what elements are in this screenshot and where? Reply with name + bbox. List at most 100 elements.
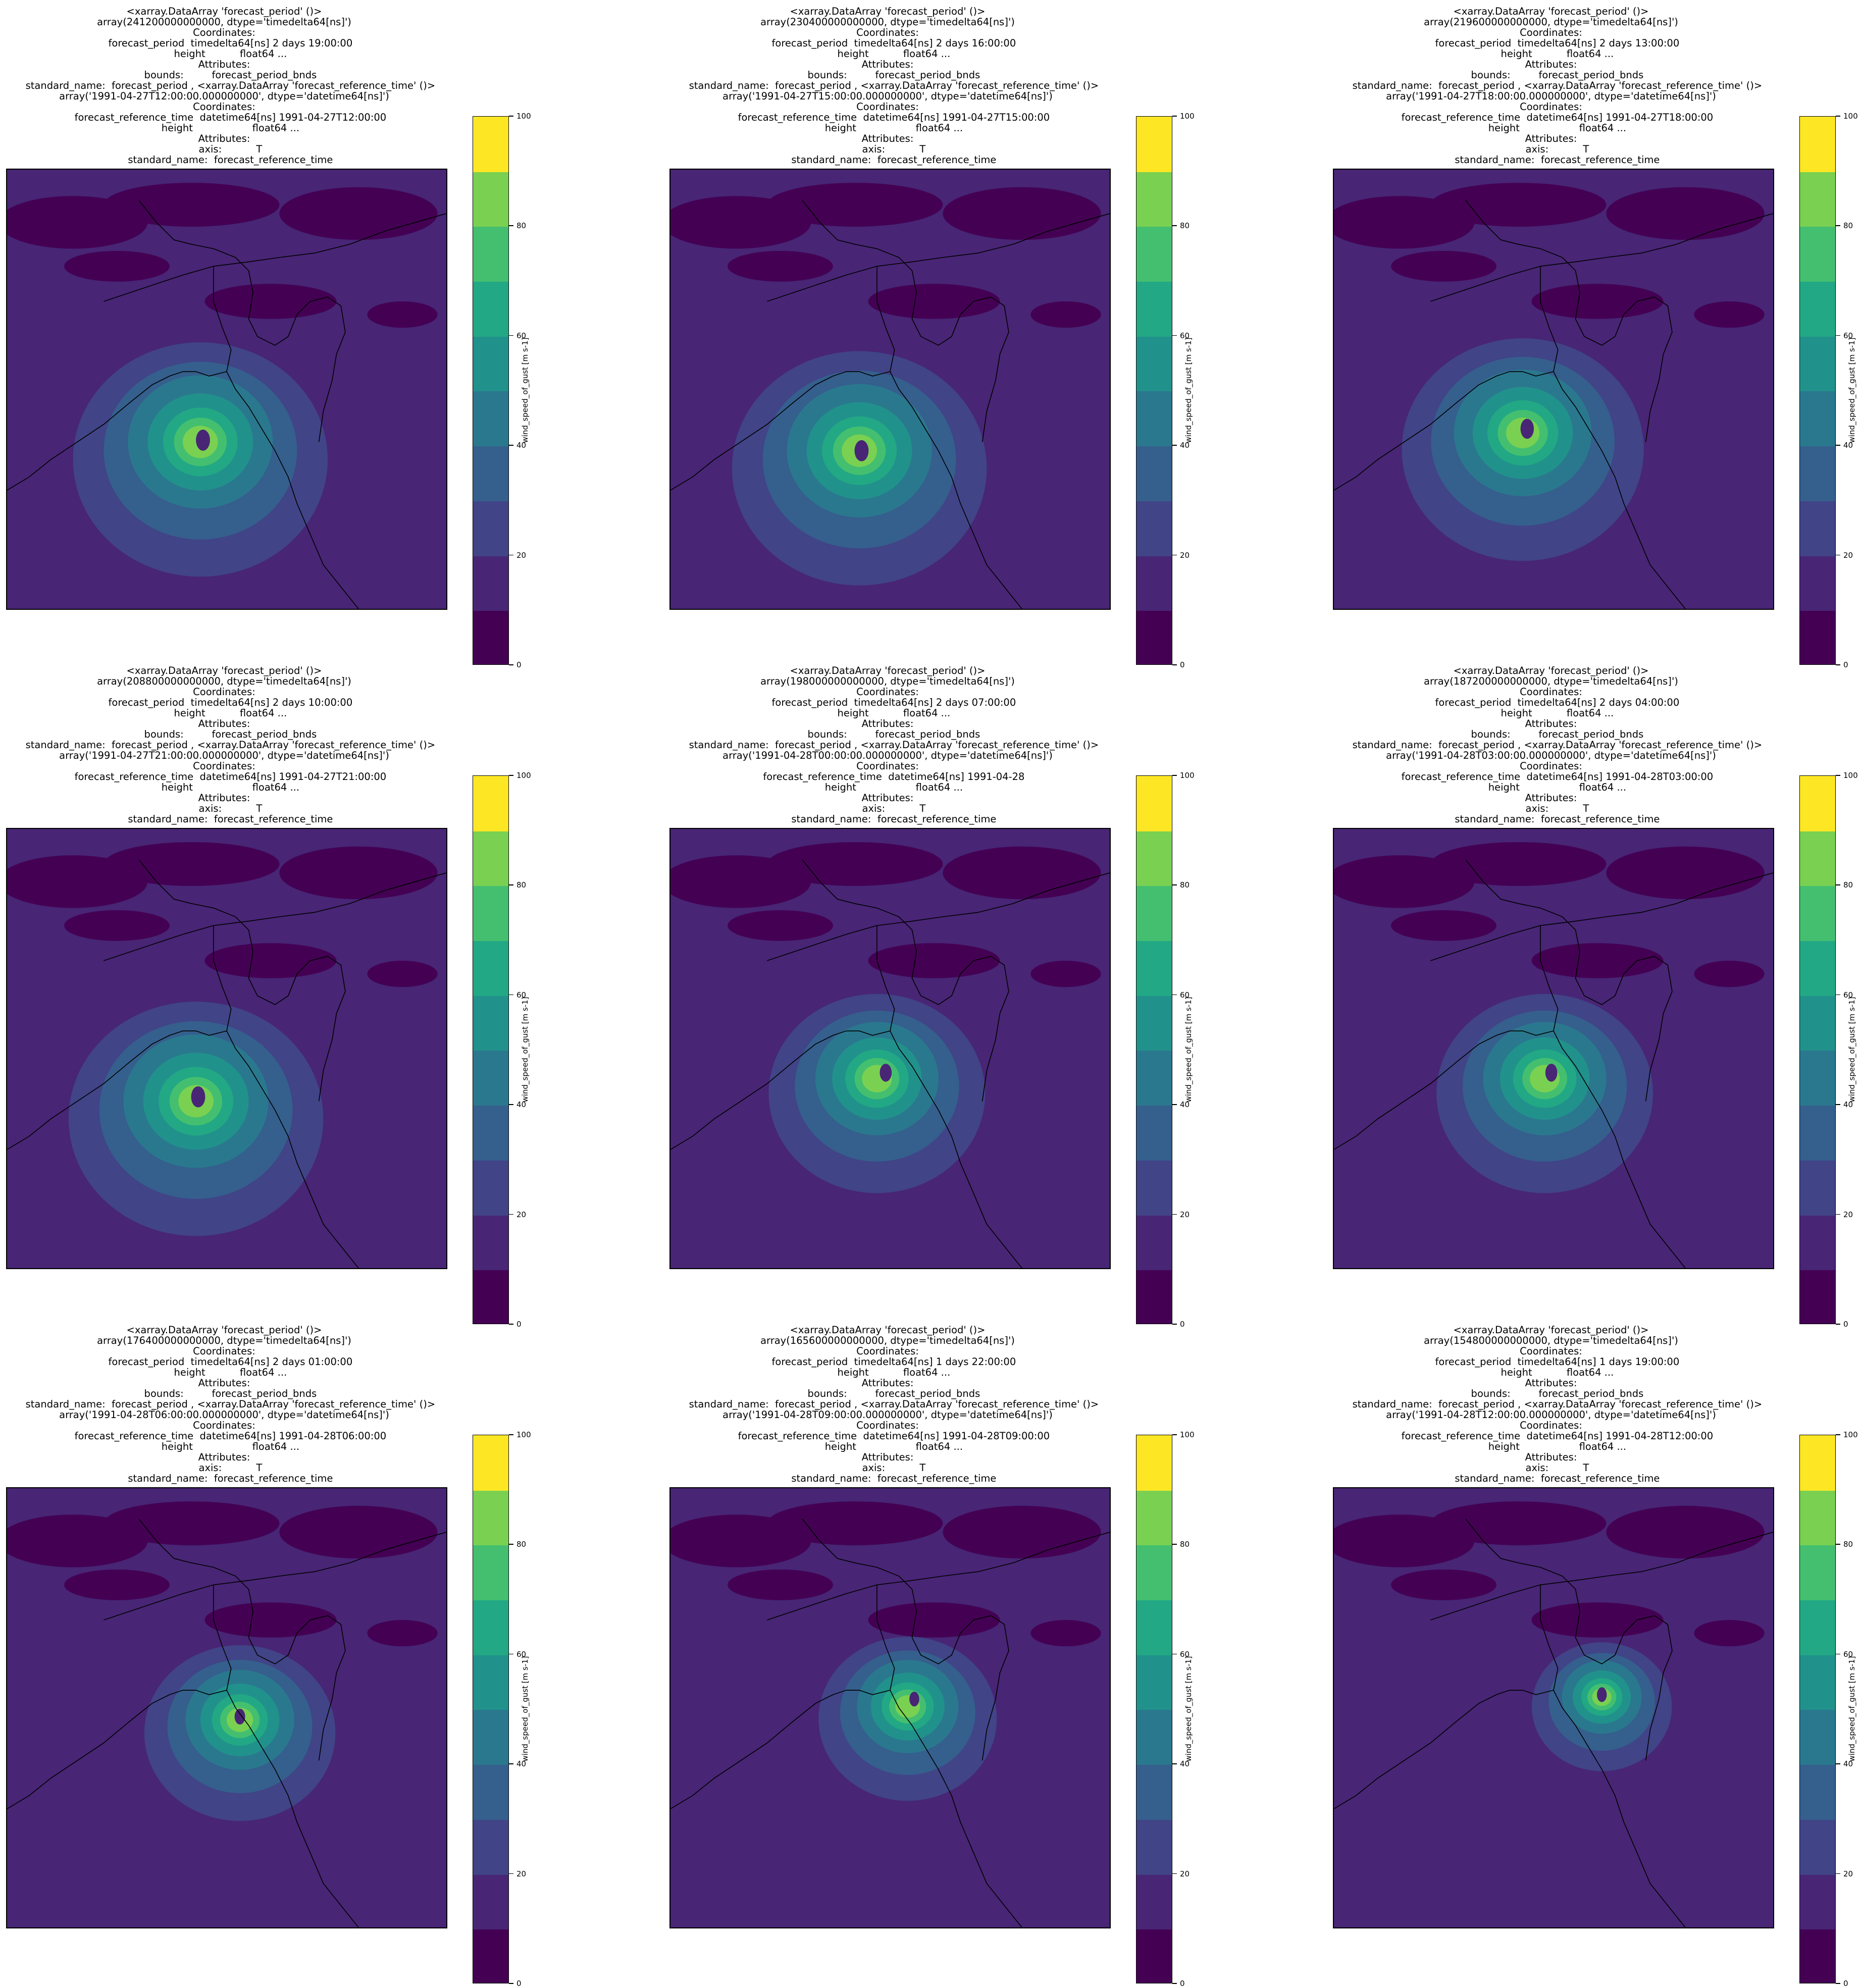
title-line: forecast_period timedelta64[ns] 1 days 1… [1422,1356,1680,1368]
title-line: standard_name: forecast_reference_time [115,154,333,166]
colorbar-band [1800,446,1835,501]
calm-region [204,284,337,319]
subplot-panel: <xarray.DataArray 'forecast_period' ()> a… [1329,6,1861,669]
title-line: array(208800000000000, dtype='timedelta6… [97,675,351,687]
calm-region [1531,284,1664,319]
tick-mark [509,1324,513,1325]
coastline [226,1690,359,1927]
tick-mark [509,664,513,665]
map-canvas [670,829,1110,1268]
tick-label: 0 [1843,660,1848,669]
colorbar-band [1800,1215,1835,1271]
title-line: <xarray.DataArray 'forecast_period' ()> [790,1324,986,1336]
colorbar-band [1136,1105,1172,1161]
colorbar-band [1136,995,1172,1051]
title-line: forecast_period timedelta64[ns] 2 days 1… [1422,37,1680,49]
tick-mark [509,775,513,776]
colorbar-band [473,995,508,1051]
title-line: standard_name: forecast_reference_time [115,1473,333,1484]
tick-mark [1836,1983,1840,1984]
tick-label: 0 [1180,660,1185,669]
calm-region [868,284,1000,319]
title-line: array('1991-04-27T18:00:00.000000000', d… [1386,90,1716,102]
tick-mark [1836,116,1840,117]
tick-mark [509,1763,513,1764]
tick-label: 100 [516,1430,531,1439]
title-line: standard_name: forecast_reference_time [1442,154,1660,166]
title-line: standard_name: forecast_period , <xarray… [676,80,1099,91]
tick-label: 20 [516,1869,527,1878]
title-line: <xarray.DataArray 'forecast_period' ()> [790,665,986,676]
tick-label: 100 [516,112,531,121]
title-line: Coordinates: [193,27,255,38]
title-line: Coordinates: [856,1420,919,1431]
title-line: Coordinates: [1520,760,1582,772]
title-line: array('1991-04-28T09:00:00.000000000', d… [722,1409,1053,1421]
title-line: height float64 ... [1488,1367,1614,1378]
colorbar-label-text: wind_speed_of_gust [m s-1] [1847,1656,1856,1762]
tick-label: 0 [516,660,522,669]
colorbar-band [1800,1270,1835,1324]
coastline [226,371,359,609]
title-line: forecast_reference_time datetime64[ns] 1… [750,771,1025,782]
colorbar [1799,116,1836,665]
colorbar-band [473,1270,508,1324]
coastline [213,925,232,1031]
title-line: Coordinates: [193,1345,255,1357]
title-line: standard_name: forecast_period , <xarray… [13,1398,436,1410]
colorbar-band [473,1709,508,1765]
title-line: Coordinates: [856,101,919,113]
coastline [876,925,895,1031]
colorbar [473,1435,509,1983]
colorbar-band [1136,117,1172,172]
tick-mark [509,1873,513,1874]
tick-mark [1172,335,1177,336]
storm-eye [191,1086,205,1108]
calm-region [943,1505,1101,1559]
colorbar-band [473,1050,508,1106]
tick-label: 20 [1180,1210,1190,1219]
coastline [104,872,446,961]
tick-label: 60 [516,990,527,1000]
title-line: bounds: forecast_period_bnds [131,69,317,81]
colorbar-band [1800,776,1835,831]
colorbar-band [1136,446,1172,501]
coastline [213,1585,232,1691]
tick-mark [509,335,513,336]
tick-mark [1836,1104,1840,1105]
colorbar-band [473,1600,508,1655]
colorbar-band [473,336,508,392]
coastline [767,213,1110,302]
colorbar-band [1800,555,1835,611]
title-line: axis: T [1513,143,1589,155]
calm-region [1430,183,1607,227]
title-line: standard_name: forecast_period , <xarray… [1339,80,1763,91]
colorbar-band [1800,1654,1835,1710]
calm-region [367,301,438,328]
tick-label: 80 [516,221,527,231]
colorbar-band [473,1929,508,1983]
tick-label: 80 [516,1540,527,1549]
calm-region [367,961,438,987]
wind-gust-map [6,169,447,610]
title-line: standard_name: forecast_period , <xarray… [1339,1398,1763,1410]
wind-gust-map [1333,169,1774,610]
tick-mark [1172,1653,1177,1655]
colorbar-label-text: wind_speed_of_gust [m s-1] [521,997,530,1103]
colorbar-band [473,1654,508,1710]
tick-label: 60 [516,1649,527,1659]
title-line: array('1991-04-28T00:00:00.000000000', d… [722,750,1053,761]
colorbar-band [1136,830,1172,886]
title-line: standard_name: forecast_reference_time [1442,813,1660,825]
colorbar-band [1800,1105,1835,1161]
calm-region [728,1569,833,1600]
wind-gust-map [1333,828,1774,1269]
calm-region [1694,961,1765,987]
title-line: bounds: forecast_period_bnds [1458,1388,1644,1399]
colorbar-band [1136,1654,1172,1710]
coastline [670,1690,891,1809]
tick-mark [509,884,513,885]
colorbar-band [1136,1270,1172,1324]
tick-mark [1836,445,1840,446]
colorbar-band [473,1215,508,1271]
